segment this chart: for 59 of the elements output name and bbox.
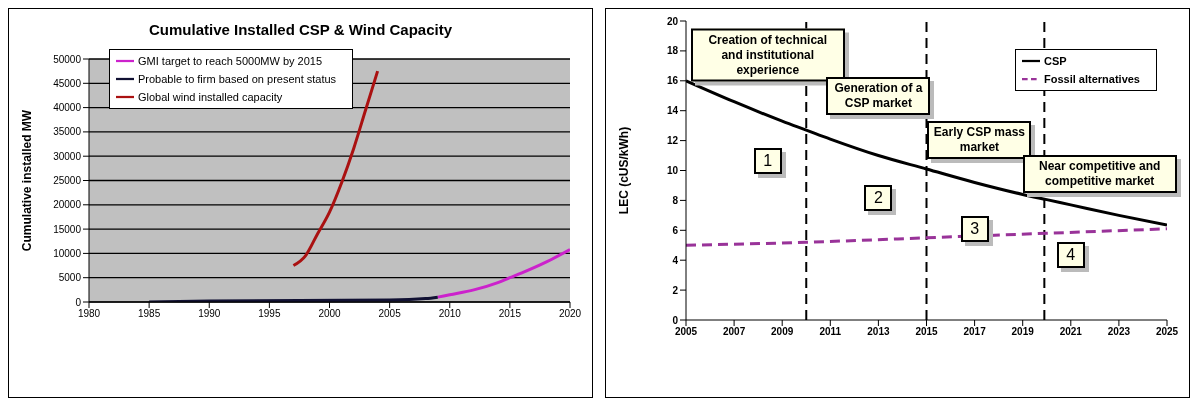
y-tick-label: 8 (672, 194, 679, 206)
y-tick-label: 5000 (58, 272, 82, 284)
y-tick-label: 25000 (53, 175, 82, 187)
x-tick-label: 2021 (1059, 326, 1083, 338)
x-tick-label: 1990 (198, 308, 221, 320)
x-tick-label: 2015 (915, 326, 939, 338)
y-tick-label: 6 (672, 224, 679, 236)
x-tick-label: 2013 (867, 326, 890, 338)
y-tick-label: 15000 (53, 223, 82, 235)
x-tick-label: 2015 (498, 308, 522, 320)
annotation: Near competitive and competitive market (1022, 155, 1177, 194)
x-tick-label: 2025 (1155, 326, 1179, 338)
x-tick-label: 2009 (771, 326, 794, 338)
annotation: 1 (753, 147, 782, 174)
legend-label: Global wind installed capacity (138, 91, 283, 104)
y-tick-label: 0 (75, 296, 82, 308)
y-tick-label: 20 (666, 15, 679, 27)
x-tick-label: 2007 (722, 326, 746, 338)
y-tick-label: 10000 (53, 247, 82, 259)
y-tick-label: 30000 (53, 150, 82, 162)
y-tick-label: 40000 (53, 102, 82, 114)
annotation: Generation of a CSP market (826, 77, 931, 116)
legend-label: Probable to firm based on present status (138, 73, 337, 86)
chart-title: Cumulative Installed CSP & Wind Capacity (148, 21, 453, 38)
x-tick-label: 2019 (1011, 326, 1035, 338)
line-series (436, 248, 570, 299)
x-tick-label: 1980 (77, 308, 101, 320)
y-tick-label: 4 (672, 254, 679, 266)
x-tick-label: 2017 (963, 326, 987, 338)
y-tick-label: 0 (672, 314, 679, 326)
y-axis-title: LEC (cUS/kWh) (617, 126, 632, 215)
annotation: 2 (864, 185, 893, 212)
x-tick-label: 1985 (138, 308, 161, 320)
legend-label: CSP (1044, 55, 1067, 68)
x-tick-label: 2005 (674, 326, 698, 338)
y-axis-title: Cumulative installed MW (20, 109, 35, 252)
x-tick-label: 2000 (318, 308, 342, 320)
y-tick-label: 14 (666, 105, 679, 117)
x-tick-label: 2005 (378, 308, 402, 320)
y-tick-label: 35000 (53, 126, 82, 138)
y-tick-label: 20000 (53, 199, 82, 211)
annotation: Early CSP mass market (927, 121, 1032, 160)
annotation: Creation of technical and institutional experience (690, 28, 845, 82)
x-tick-label: 2023 (1107, 326, 1131, 338)
y-tick-label: 18 (666, 45, 679, 57)
annotation: 3 (960, 216, 989, 242)
x-tick-label: 2011 (819, 326, 842, 338)
y-tick-label: 50000 (53, 53, 82, 65)
x-tick-label: 2010 (438, 308, 462, 320)
legend-label: GMI target to reach 5000MW by 2015 (138, 55, 323, 68)
x-tick-label: 2020 (558, 308, 582, 320)
y-tick-label: 45000 (53, 77, 82, 89)
annotation: 4 (1056, 241, 1085, 268)
legend-label: Fossil alternatives (1044, 73, 1140, 86)
y-tick-label: 16 (666, 75, 679, 87)
y-tick-label: 10 (666, 165, 679, 177)
y-tick-label: 2 (672, 284, 679, 296)
x-tick-label: 1995 (258, 308, 281, 320)
y-tick-label: 12 (666, 135, 679, 147)
